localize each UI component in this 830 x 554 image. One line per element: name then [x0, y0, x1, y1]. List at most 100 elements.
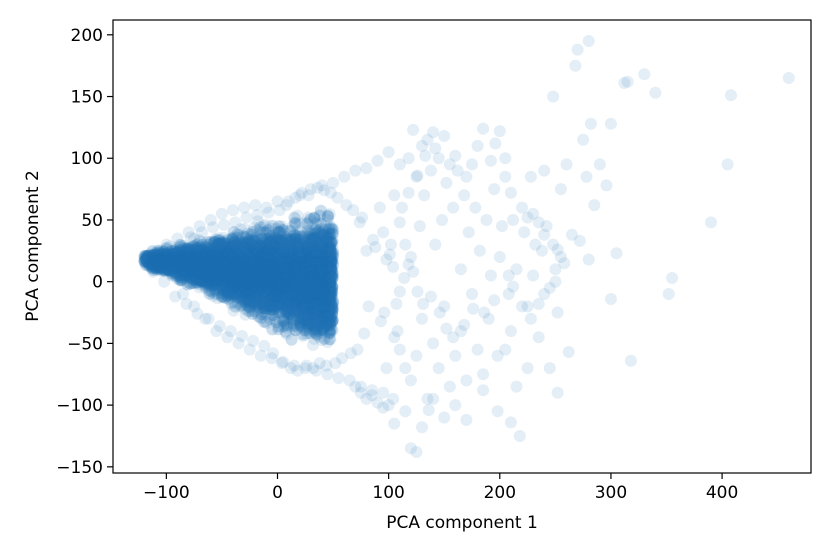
scatter-point [230, 256, 243, 269]
scatter-point [321, 249, 334, 262]
scatter-point [257, 250, 270, 263]
scatter-point [259, 291, 272, 304]
scatter-point [191, 252, 204, 265]
scatter-point [213, 262, 226, 275]
scatter-point [280, 279, 293, 292]
scatter-point [208, 273, 221, 286]
scatter-point [281, 270, 294, 283]
scatter-point [198, 255, 211, 268]
scatter-point [299, 240, 312, 253]
scatter-point [272, 231, 285, 244]
scatter-point [255, 263, 268, 276]
scatter-point [296, 284, 309, 297]
scatter-point [317, 290, 330, 303]
scatter-point [268, 230, 281, 242]
scatter-point [183, 263, 196, 276]
scatter-point [245, 280, 258, 293]
scatter-point [210, 259, 223, 272]
scatter-point [279, 251, 292, 264]
scatter-point [321, 310, 334, 323]
scatter-point [280, 250, 292, 263]
scatter-point [199, 267, 212, 280]
scatter-point [184, 248, 197, 261]
scatter-point [218, 279, 231, 292]
scatter-point [254, 270, 267, 283]
scatter-point [297, 305, 309, 318]
scatter-point [214, 244, 227, 257]
scatter-point [300, 254, 313, 267]
scatter-point [172, 260, 185, 272]
scatter-point [239, 289, 252, 302]
scatter-point [321, 271, 334, 284]
scatter-point [260, 276, 273, 289]
scatter-point [281, 275, 294, 288]
scatter-point [259, 262, 272, 275]
scatter-point [307, 277, 320, 290]
scatter-point [288, 239, 301, 252]
scatter-point [292, 230, 305, 242]
scatter-point [266, 291, 279, 304]
scatter-point [280, 308, 293, 320]
scatter-point [305, 282, 318, 295]
scatter-point [219, 261, 231, 274]
scatter-point [321, 273, 334, 286]
scatter-point [150, 258, 163, 271]
scatter-point [312, 291, 325, 304]
scatter-point [275, 262, 288, 274]
scatter-point [200, 249, 213, 262]
scatter-point [294, 230, 307, 243]
scatter-point [294, 300, 307, 313]
scatter-point [291, 252, 304, 265]
scatter-point [173, 255, 186, 268]
scatter-point [307, 307, 320, 320]
scatter-point [299, 278, 312, 291]
scatter-point [274, 271, 287, 284]
scatter-point [232, 272, 245, 285]
scatter-point [317, 272, 330, 285]
scatter-point [274, 225, 287, 238]
scatter-point [295, 312, 308, 325]
scatter-point [239, 237, 252, 250]
scatter-point [269, 249, 281, 262]
scatter-point [313, 272, 326, 284]
scatter-point [202, 261, 215, 274]
scatter-point [275, 246, 287, 259]
scatter-point [268, 276, 281, 289]
scatter-point [217, 255, 230, 268]
scatter-point [152, 247, 165, 260]
scatter-point [218, 258, 231, 271]
scatter-point [266, 274, 279, 287]
scatter-point [193, 257, 206, 270]
scatter-point [282, 273, 295, 286]
scatter-point [256, 240, 269, 253]
scatter-point [243, 273, 256, 286]
scatter-point [214, 257, 227, 270]
scatter-point [195, 257, 207, 270]
scatter-point [178, 255, 191, 268]
scatter-point [195, 265, 207, 278]
scatter-point [273, 236, 286, 249]
scatter-point [151, 255, 164, 268]
scatter-point [318, 242, 330, 255]
scatter-point [155, 257, 168, 270]
scatter-point [318, 272, 331, 285]
scatter-point [211, 260, 224, 273]
scatter-point [302, 226, 315, 239]
scatter-point [322, 244, 335, 257]
scatter-point [322, 311, 335, 324]
scatter-point [189, 251, 202, 263]
scatter-point [248, 221, 261, 234]
scatter-point [310, 253, 323, 266]
scatter-point [310, 268, 323, 281]
scatter-point [285, 248, 298, 261]
scatter-point [143, 258, 156, 271]
scatter-point [163, 257, 176, 269]
scatter-point [216, 267, 229, 280]
scatter-point [286, 259, 299, 272]
scatter-point [208, 248, 221, 261]
scatter-point [250, 278, 263, 291]
scatter-point [210, 253, 223, 266]
scatter-point [300, 262, 313, 275]
scatter-point [245, 268, 258, 281]
scatter-point [193, 257, 206, 270]
